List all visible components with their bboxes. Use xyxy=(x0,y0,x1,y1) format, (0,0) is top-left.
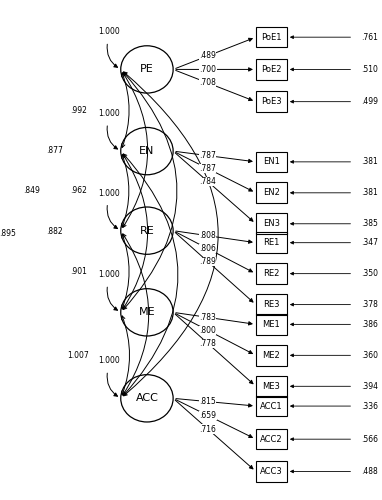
Text: .347: .347 xyxy=(361,238,379,247)
Text: ACC2: ACC2 xyxy=(260,434,283,444)
Text: 1.000: 1.000 xyxy=(99,109,120,118)
Text: PoE3: PoE3 xyxy=(261,97,282,106)
Text: .716: .716 xyxy=(199,424,216,434)
Text: 1.000: 1.000 xyxy=(99,28,120,36)
Text: .806: .806 xyxy=(199,244,216,253)
Text: .882: .882 xyxy=(47,227,63,236)
Text: .783: .783 xyxy=(199,313,216,322)
Text: .778: .778 xyxy=(199,339,216,348)
Text: EN: EN xyxy=(139,146,155,156)
Text: 1.000: 1.000 xyxy=(99,188,120,198)
Text: RE1: RE1 xyxy=(263,238,280,247)
Text: PoE1: PoE1 xyxy=(261,32,282,42)
Text: 1.000: 1.000 xyxy=(99,356,120,365)
Text: .877: .877 xyxy=(46,146,63,154)
Text: EN2: EN2 xyxy=(263,188,280,198)
Text: .336: .336 xyxy=(361,402,379,410)
Text: .787: .787 xyxy=(199,164,216,173)
Text: 1.007: 1.007 xyxy=(67,351,89,360)
Text: RE: RE xyxy=(139,226,154,235)
Text: RE3: RE3 xyxy=(263,300,280,309)
Text: .566: .566 xyxy=(361,434,379,444)
Text: .499: .499 xyxy=(361,97,379,106)
Text: PE: PE xyxy=(140,64,154,74)
Text: .385: .385 xyxy=(361,220,378,228)
Text: .350: .350 xyxy=(361,269,379,278)
Text: .787: .787 xyxy=(199,151,216,160)
Text: .386: .386 xyxy=(361,320,378,329)
Text: .962: .962 xyxy=(70,186,87,196)
Text: ACC3: ACC3 xyxy=(260,467,283,476)
Text: ME2: ME2 xyxy=(262,351,280,360)
Text: .381: .381 xyxy=(361,188,378,198)
Text: EN3: EN3 xyxy=(263,220,280,228)
Text: .708: .708 xyxy=(199,78,216,88)
Text: .659: .659 xyxy=(199,411,216,420)
Text: EN1: EN1 xyxy=(263,158,280,166)
Text: ME3: ME3 xyxy=(262,382,280,391)
Text: .394: .394 xyxy=(361,382,379,391)
Text: .849: .849 xyxy=(23,186,40,196)
Text: .700: .700 xyxy=(199,65,216,74)
Text: .381: .381 xyxy=(361,158,378,166)
Text: ACC1: ACC1 xyxy=(260,402,283,410)
Text: PoE2: PoE2 xyxy=(261,65,282,74)
Text: .800: .800 xyxy=(199,326,216,335)
Text: .489: .489 xyxy=(199,52,216,60)
Text: ACC: ACC xyxy=(136,394,159,404)
Text: .808: .808 xyxy=(199,231,216,240)
Text: .360: .360 xyxy=(361,351,379,360)
Text: .761: .761 xyxy=(361,32,378,42)
Text: .815: .815 xyxy=(199,397,216,406)
Text: .488: .488 xyxy=(361,467,378,476)
Text: ME: ME xyxy=(139,308,155,318)
Text: .895: .895 xyxy=(0,230,16,238)
Text: .378: .378 xyxy=(361,300,378,309)
Text: RE2: RE2 xyxy=(263,269,280,278)
Text: ME1: ME1 xyxy=(262,320,280,329)
Text: .510: .510 xyxy=(361,65,378,74)
Text: .784: .784 xyxy=(199,177,216,186)
Text: .789: .789 xyxy=(199,257,216,266)
Text: .992: .992 xyxy=(70,106,87,115)
Text: .901: .901 xyxy=(70,267,87,276)
Text: 1.000: 1.000 xyxy=(99,270,120,279)
